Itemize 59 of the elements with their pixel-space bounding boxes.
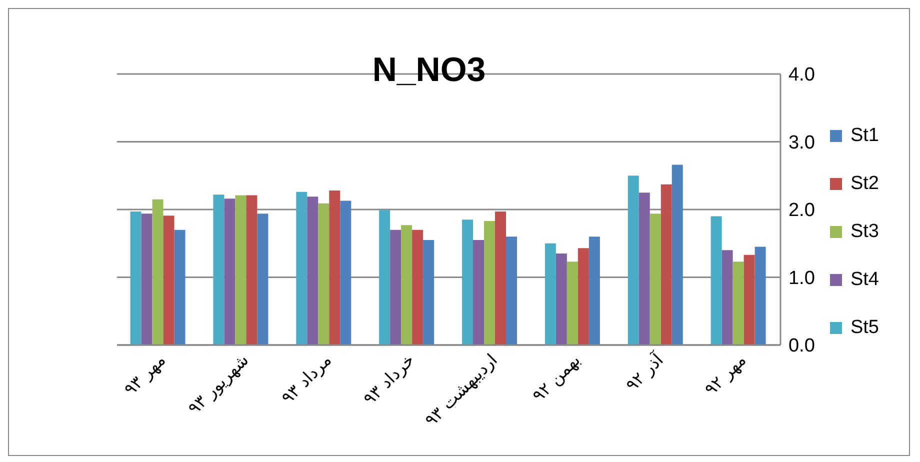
bar	[412, 230, 424, 345]
bar	[588, 236, 600, 345]
x-tick-label: شهریور ۹۳	[184, 350, 253, 419]
bar	[744, 254, 755, 345]
bar	[650, 214, 661, 345]
bar	[484, 221, 496, 345]
x-tick-label: بهمن ۹۲	[528, 350, 585, 406]
y-tick-label: 3.0	[788, 132, 815, 154]
bar	[423, 240, 434, 345]
y-tick-label: 1.0	[788, 268, 815, 289]
legend-label: St1	[850, 125, 879, 147]
bar	[130, 212, 142, 345]
bar	[638, 192, 650, 345]
legend-label: St5	[850, 317, 879, 339]
bar	[329, 190, 340, 345]
x-tick-label: مهر ۹۲	[701, 350, 751, 400]
chart-title: N_NO3	[372, 51, 486, 89]
bar	[224, 198, 236, 345]
bar	[544, 243, 556, 345]
bar	[174, 230, 186, 345]
bar	[163, 216, 174, 345]
bar	[296, 192, 308, 345]
bar	[235, 195, 246, 345]
bar	[628, 176, 639, 345]
bar	[141, 214, 152, 345]
bar	[246, 195, 258, 345]
bar	[152, 199, 164, 345]
bar	[495, 212, 506, 345]
bar	[732, 262, 744, 345]
bar	[401, 225, 412, 345]
bar	[556, 254, 567, 345]
bar	[213, 194, 224, 345]
bar	[257, 214, 268, 345]
y-tick-label: 0.0	[788, 336, 815, 357]
bar	[566, 262, 578, 345]
x-tick-label: خرداد ۹۳	[360, 350, 419, 410]
y-tick-label: 4.0	[788, 64, 815, 86]
bar	[578, 248, 589, 345]
y-tick-label: 2.0	[788, 200, 815, 222]
legend-label: St4	[850, 269, 879, 291]
x-tick-label: اردیبهشت ۹۳	[421, 350, 502, 431]
x-tick-label: آذر ۹۲	[622, 348, 668, 396]
bar	[672, 164, 683, 345]
bar	[462, 220, 474, 345]
bar	[506, 236, 518, 345]
bar	[660, 184, 672, 345]
bar	[379, 210, 390, 345]
x-tick-label: مهر ۹۳	[120, 350, 170, 400]
bar	[307, 196, 318, 345]
bar	[710, 216, 722, 345]
legend-label: St3	[850, 221, 879, 243]
bar	[340, 200, 352, 345]
bar	[754, 246, 766, 345]
bar	[473, 240, 484, 345]
bar	[390, 230, 402, 345]
bar	[318, 203, 330, 345]
legend-label: St2	[850, 173, 879, 195]
x-tick-label: مرداد ۹۳	[278, 350, 336, 408]
bar	[722, 250, 733, 345]
